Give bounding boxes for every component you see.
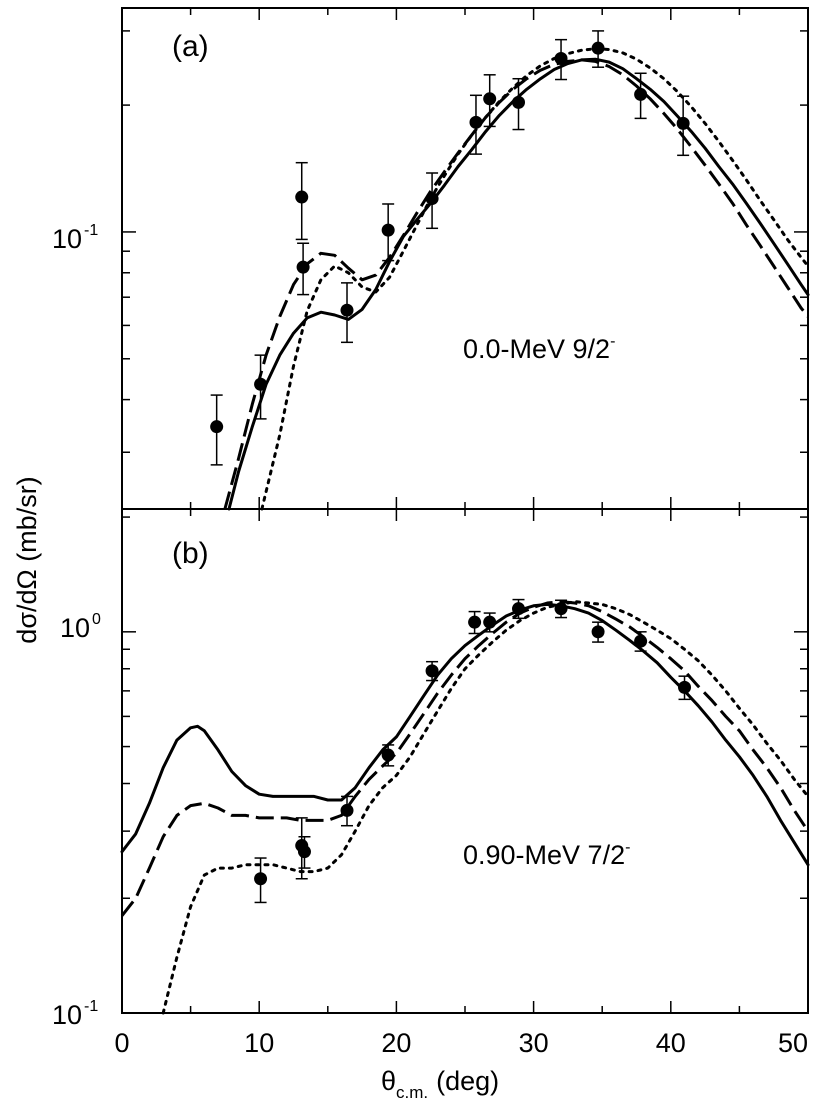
x-tick-label-50: 50 [778, 1028, 808, 1058]
x-tick-labels: 0 10 20 30 40 50 [114, 1028, 808, 1058]
panel-b-ytick-exp-0: -1 [84, 998, 98, 1015]
marker-0-5 [381, 223, 395, 237]
data-point-0-11 [591, 30, 605, 68]
data-point-1-5 [425, 660, 439, 682]
data-point-1-12 [678, 675, 692, 701]
marker-1-7 [483, 615, 497, 629]
panel-b-label: (b) [172, 537, 209, 570]
data-point-0-13 [676, 95, 690, 157]
data-point-1-7 [483, 612, 497, 633]
data-point-0-0 [210, 394, 224, 466]
curve-solid-panel-1 [120, 602, 810, 867]
panel-a-ytick-base-0: 10 [52, 224, 82, 254]
x-tick-label-20: 20 [381, 1028, 411, 1058]
marker-1-3 [340, 803, 354, 817]
panel-b-ytick-label-0: 10 -1 [52, 998, 98, 1030]
marker-0-12 [634, 87, 648, 101]
panel-b-annotation-text: 0.90-MeV 7/2 [463, 840, 625, 870]
panel-b-ytick-exp-1: 0 [92, 611, 101, 628]
marker-1-6 [468, 615, 482, 629]
panel-a-ytick-exp-0: -1 [84, 222, 98, 239]
marker-1-12 [678, 680, 692, 694]
marker-1-10 [591, 625, 605, 639]
panel-a-frame [121, 7, 809, 510]
x-axis-label-unit: (deg) [436, 1066, 499, 1096]
panel-a-annotation-text: 0.0-MeV 9/2 [463, 334, 610, 364]
panel-a-curves [223, 47, 810, 511]
panel-a-points [210, 30, 690, 466]
data-point-0-3 [296, 242, 310, 296]
data-point-0-9 [512, 77, 526, 131]
data-point-0-8 [483, 74, 497, 128]
marker-1-9 [554, 602, 568, 616]
marker-1-2 [297, 845, 311, 859]
data-point-0-4 [340, 282, 354, 344]
curve-solid-panel-0 [227, 57, 810, 511]
y-axis-label: dσ/dΩ (mb/sr) [12, 476, 42, 643]
curve-dashed-panel-1 [120, 600, 810, 917]
curve-dashed-panel-0 [223, 58, 810, 510]
panel-a-ytick-label-0: 10 -1 [52, 222, 98, 254]
data-point-0-6 [425, 172, 439, 230]
data-point-0-1 [254, 354, 268, 420]
marker-0-8 [483, 92, 497, 106]
marker-1-0 [254, 872, 268, 886]
data-point-0-12 [634, 72, 648, 120]
data-point-1-4 [381, 744, 395, 767]
marker-0-7 [469, 115, 483, 129]
marker-0-10 [554, 52, 568, 66]
marker-0-4 [340, 303, 354, 317]
panel-a-annotation: 0.0-MeV 9/2- [463, 333, 615, 364]
curve-dotted-panel-1 [161, 600, 810, 1015]
data-point-1-6 [468, 610, 482, 635]
panel-a: (a) 0.0-MeV 9/2- 10 -1 [52, 7, 810, 511]
panel-a-annotation-sup: - [610, 333, 615, 350]
data-point-1-0 [254, 857, 268, 904]
marker-1-4 [381, 748, 395, 762]
panel-b: (b) 0.90-MeV 7/2- 10 -1 10 0 [52, 508, 810, 1030]
marker-0-11 [591, 41, 605, 55]
panel-b-annotation: 0.90-MeV 7/2- [463, 839, 630, 870]
panel-a-ticks [121, 8, 809, 509]
marker-0-1 [254, 377, 268, 391]
data-point-0-7 [469, 94, 483, 155]
panel-b-ytick-base-0: 10 [52, 1000, 82, 1030]
marker-0-9 [512, 95, 526, 109]
marker-0-3 [296, 260, 310, 274]
curve-dotted-panel-0 [260, 47, 810, 511]
x-tick-label-10: 10 [244, 1028, 274, 1058]
data-point-0-10 [554, 38, 568, 81]
data-point-1-10 [591, 621, 605, 643]
x-tick-label-0: 0 [114, 1028, 129, 1058]
panel-b-ytick-base-1: 10 [60, 613, 90, 643]
x-tick-label-40: 40 [656, 1028, 686, 1058]
x-tick-label-30: 30 [519, 1028, 549, 1058]
data-point-0-2 [295, 161, 309, 241]
x-axis-label-main: θ [381, 1066, 396, 1096]
marker-1-5 [425, 664, 439, 678]
panel-a-label: (a) [172, 30, 209, 63]
data-point-1-11 [634, 631, 648, 652]
marker-0-2 [295, 190, 309, 204]
marker-0-6 [425, 192, 439, 206]
panel-b-curves [120, 600, 810, 1015]
panel-b-annotation-sup: - [625, 839, 630, 856]
data-point-1-2 [297, 835, 311, 869]
data-point-1-8 [512, 598, 526, 620]
marker-1-8 [512, 602, 526, 616]
marker-0-13 [676, 116, 690, 130]
marker-0-0 [210, 420, 224, 434]
panel-b-points [254, 598, 692, 904]
x-axis-label: θc.m. (deg) [381, 1066, 499, 1102]
panel-b-ticks [121, 509, 809, 1014]
data-point-1-3 [340, 795, 354, 827]
data-point-0-5 [381, 203, 395, 262]
marker-1-11 [634, 634, 648, 648]
panel-b-ytick-label-1: 10 0 [60, 611, 101, 643]
x-axis-label-sub: c.m. [396, 1083, 428, 1102]
data-point-1-9 [554, 599, 568, 619]
